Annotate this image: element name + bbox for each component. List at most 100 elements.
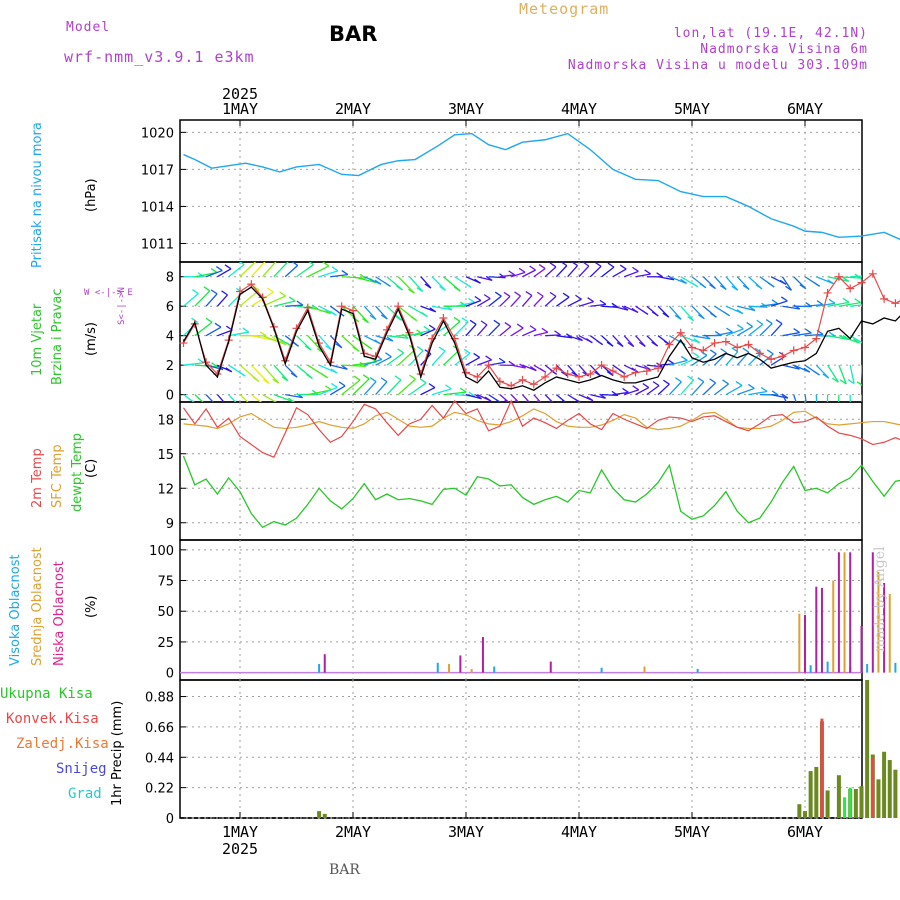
wind-barb: [454, 301, 475, 307]
wind-barb: [510, 327, 524, 337]
wind-barb-head: [828, 298, 836, 304]
wind-barb: [737, 305, 756, 312]
wind-barb-head: [475, 394, 482, 400]
wind-gust-marker: [823, 288, 832, 297]
wind-barb-head: [586, 396, 594, 402]
wind-barb-head: [453, 316, 461, 322]
wind-barb-head: [599, 299, 607, 305]
wind-barb: [386, 335, 409, 339]
wind-barb: [714, 331, 733, 337]
wind-barb-head: [771, 390, 779, 396]
wind-barb: [205, 326, 222, 337]
wind-unit: (m/s): [84, 322, 99, 356]
wind-barb-head: [742, 347, 750, 353]
wind-barb: [860, 394, 862, 402]
pressure-axis-tick-label: 1014: [141, 200, 174, 215]
wind-barb: [307, 265, 330, 278]
wind-gust-marker: [733, 343, 742, 352]
cloud-bar-srednja: [448, 664, 451, 673]
wind-barb-head: [252, 408, 258, 412]
wind-gust-marker: [654, 364, 663, 373]
cloud-bar-niska: [871, 552, 874, 673]
wind-barb-head: [667, 359, 675, 365]
wind-barb: [273, 300, 296, 307]
precip-legend-ukupna: Ukupna Kisa: [0, 686, 93, 702]
panel-frame-3: [179, 539, 863, 681]
cloud-bar-niska: [820, 587, 823, 673]
precip-legend-konvek: Konvek.Kisa: [6, 711, 99, 727]
wind-barb: [205, 269, 223, 278]
wind-barb-head: [464, 282, 472, 288]
wind-barb: [725, 384, 743, 396]
wind-barb: [770, 323, 783, 337]
wind-barb: [725, 276, 739, 291]
wind-barb: [590, 393, 606, 399]
wind-barb-head: [697, 377, 705, 383]
wind-barb-head: [480, 320, 488, 326]
precip-bar-ukupnakisa: [865, 680, 870, 818]
wind-barb-head: [504, 322, 512, 328]
wind-barb-head: [271, 336, 279, 342]
wind-barb-head: [516, 323, 524, 329]
wind-barb-head: [225, 367, 233, 373]
wind-barb: [567, 335, 583, 342]
wind-barb: [409, 276, 424, 293]
wind-barb-head: [844, 409, 850, 413]
wind-barb-head: [803, 367, 811, 373]
wind-barb-head: [872, 346, 878, 350]
wind-label-2: Brzina i Pravac: [50, 288, 65, 385]
wind-barb: [262, 335, 287, 346]
wind-barb-head: [692, 352, 700, 358]
wind-barb: [827, 301, 850, 307]
top-date-tick: 4MAY: [561, 100, 597, 118]
cloud-bar-niska: [481, 637, 484, 673]
wind-barb-head: [474, 295, 482, 302]
cloud-bar-visoka: [809, 665, 812, 673]
wind-gust-marker: [688, 343, 696, 352]
wind-barb-head: [895, 352, 900, 356]
wind-barb: [555, 394, 567, 402]
wind-gust-marker: [563, 370, 572, 378]
wind-barb: [612, 268, 627, 278]
model-name: wrf-nmm_v3.9.1 e3km: [64, 48, 255, 66]
pressure-axis-tick-label: 1011: [141, 237, 174, 252]
wind-barb: [375, 305, 388, 320]
wind-barbs-group: [183, 255, 900, 415]
wind-barb-head: [252, 255, 258, 259]
wind-barb: [793, 394, 797, 402]
wind-barb: [239, 262, 257, 278]
wind-barb-head: [473, 352, 481, 358]
sfc-temp-line: [183, 408, 900, 431]
wind-gust-marker: [529, 380, 538, 389]
wind-barb-head: [582, 262, 590, 267]
wind-axis-tick-label: 6: [166, 300, 174, 315]
wind-barb: [296, 264, 314, 278]
wind-barb-head: [651, 311, 659, 317]
wind-barb: [205, 293, 218, 307]
wind-barb: [578, 265, 590, 278]
wind-barb-head: [680, 355, 688, 361]
pressure-line: [183, 132, 900, 241]
wind-barb-head: [536, 291, 544, 297]
wind-barb: [782, 331, 800, 337]
wind-barb: [250, 262, 266, 278]
bottom-date-tick: 4MAY: [561, 823, 597, 841]
wind-barb-head: [374, 339, 381, 345]
wind-barb: [850, 275, 862, 278]
top-date-tick: 5MAY: [674, 100, 710, 118]
wind-barb: [759, 303, 779, 307]
wind-axis-tick-label: 2: [166, 359, 174, 374]
wind-barb: [216, 394, 225, 402]
wind-barb: [782, 305, 800, 310]
bottom-date-tick: 1MAY: [222, 823, 258, 841]
wind-barb-head: [541, 327, 549, 333]
wind-barb: [533, 394, 542, 402]
wind-barb: [442, 349, 460, 366]
wind-barb-head: [536, 400, 540, 402]
wind-barb-head: [281, 376, 289, 382]
wind-barb: [488, 295, 502, 307]
wind-barb-head: [748, 305, 756, 312]
precip-bar-konvekkisa: [871, 757, 875, 818]
cloud-bar-niska: [849, 552, 852, 673]
wind-barb-head: [872, 411, 878, 415]
